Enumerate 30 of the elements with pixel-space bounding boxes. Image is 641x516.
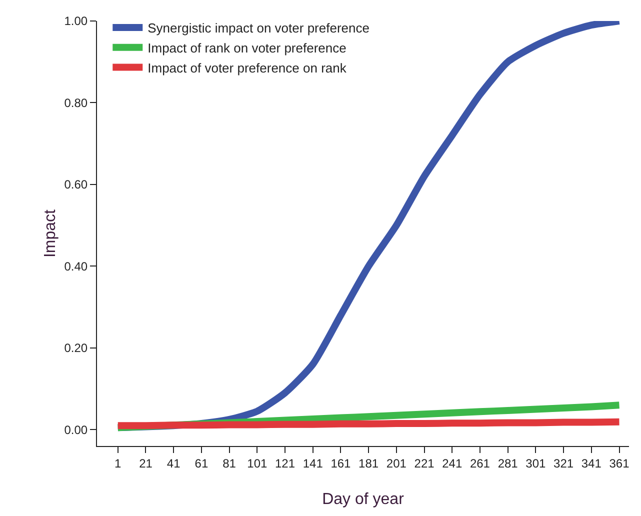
- x-tick-label: 161: [330, 456, 352, 470]
- y-tick-label: 1.00: [64, 14, 88, 28]
- x-tick-label: 301: [526, 456, 546, 470]
- x-tick-label: 1: [114, 456, 122, 470]
- x-tick-label: 41: [166, 456, 181, 470]
- x-tick-label: 101: [247, 456, 268, 470]
- x-tick-label: 261: [470, 456, 490, 470]
- x-tick-label: 281: [498, 456, 518, 470]
- x-tick-label: 61: [194, 456, 208, 470]
- x-tick-label: 321: [554, 456, 574, 470]
- x-tick-label: 241: [442, 456, 462, 470]
- x-tick-label: 221: [414, 456, 435, 470]
- y-tick-label: 0.80: [64, 96, 88, 110]
- x-axis-title: Day of year: [322, 491, 405, 508]
- x-tick-label: 121: [274, 456, 296, 470]
- y-axis-title: Impact: [42, 208, 59, 258]
- x-tick-label: 361: [609, 456, 630, 470]
- x-tick-label: 141: [302, 456, 324, 470]
- y-tick-label: 0.20: [64, 341, 88, 356]
- y-tick-label: 0.40: [64, 259, 88, 274]
- legend-label: Synergistic impact on voter preference: [148, 20, 370, 36]
- legend-label: Impact of rank on voter preference: [148, 40, 346, 56]
- x-tick-label: 21: [139, 456, 153, 470]
- x-tick-label: 81: [222, 456, 236, 470]
- x-tick-label: 181: [358, 456, 379, 470]
- x-tick-label: 341: [581, 456, 602, 470]
- x-tick-label: 201: [386, 456, 407, 470]
- legend-label: Impact of voter preference on rank: [148, 60, 347, 76]
- y-tick-label: 0.60: [64, 178, 88, 192]
- y-tick-label: 0.00: [64, 422, 88, 437]
